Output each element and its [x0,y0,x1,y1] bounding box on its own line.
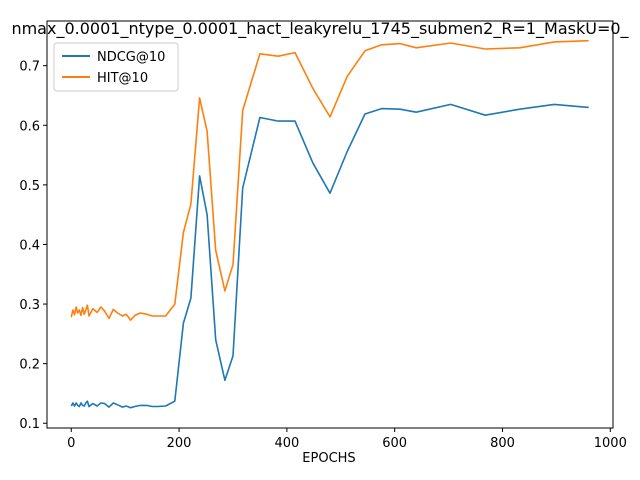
legend-label-ndcg: NDCG@10 [97,50,165,65]
y-tick-label-1: 0.2 [19,358,40,373]
plot-frame [46,20,614,429]
y-tick-label-3: 0.4 [19,238,40,253]
x-tick-label-3: 600 [382,436,407,451]
data-series [70,39,589,409]
y-tick-label-2: 0.3 [19,298,40,313]
y-axis-ticks: 0.1 0.2 0.3 0.4 0.5 0.6 0.7 [19,60,47,432]
x-tick-label-4: 800 [490,436,515,451]
legend: NDCG@10 HIT@10 [53,42,179,92]
y-tick-label-0: 0.1 [19,417,40,432]
series-line-ndcg [70,103,589,409]
x-tick-label-2: 400 [274,436,299,451]
y-tick-label-5: 0.6 [19,119,40,134]
y-tick-label-6: 0.7 [19,60,40,75]
x-tick-label-0: 0 [67,436,75,451]
y-tick-label-4: 0.5 [19,179,40,194]
x-axis-title: EPOCHS [302,451,355,466]
chart-title: nmax_0.0001_ntype_0.0001_hact_leakyrelu_… [11,19,629,39]
x-axis-ticks: 0 200 400 600 800 1000 [67,428,627,451]
series-line-hit [70,39,589,321]
x-tick-label-5: 1000 [594,436,627,451]
legend-label-hit: HIT@10 [97,71,148,86]
x-tick-label-1: 200 [167,436,192,451]
